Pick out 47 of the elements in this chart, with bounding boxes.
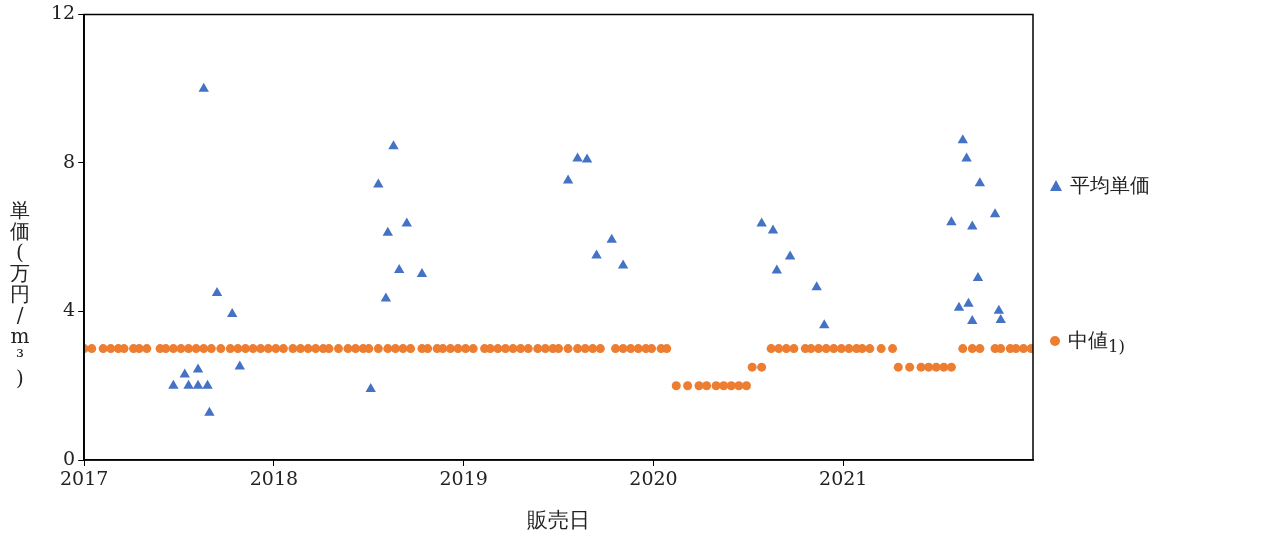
point xyxy=(198,82,209,92)
point xyxy=(771,264,783,274)
x-tick-label: 2021 xyxy=(819,467,868,490)
text: 単価(万円/m³) xyxy=(10,198,30,390)
point xyxy=(957,134,968,144)
y-tick-label: 4 xyxy=(63,298,76,321)
point xyxy=(995,314,1006,324)
point xyxy=(784,250,796,260)
x-tick-label: 2019 xyxy=(439,467,488,490)
point xyxy=(591,249,602,259)
point xyxy=(192,363,204,373)
point xyxy=(993,304,1005,314)
x-tick-label: 2020 xyxy=(629,467,678,490)
point xyxy=(819,319,830,329)
point xyxy=(192,379,204,389)
point xyxy=(606,233,617,243)
point xyxy=(989,208,1001,218)
point xyxy=(227,308,238,318)
point xyxy=(972,272,984,282)
point xyxy=(382,226,393,236)
legend-label: 中値$_{1)}$ xyxy=(1068,326,1126,356)
point xyxy=(953,301,965,311)
legend-label: 平均単価 xyxy=(1070,171,1150,199)
point xyxy=(617,259,629,269)
point xyxy=(179,368,190,378)
point xyxy=(974,177,986,187)
point xyxy=(946,216,957,226)
point xyxy=(562,174,574,184)
point xyxy=(204,406,215,416)
point xyxy=(581,153,593,163)
point xyxy=(388,140,399,150)
point xyxy=(168,379,179,389)
point xyxy=(211,286,223,296)
point xyxy=(183,379,194,389)
y-tick-label: 0 xyxy=(63,446,76,469)
point xyxy=(963,297,974,307)
y-tick-label: 8 xyxy=(63,149,76,172)
x-tick-label: 2018 xyxy=(249,467,299,490)
y-tick-label: 12 xyxy=(50,1,76,24)
point xyxy=(202,379,213,389)
point xyxy=(365,383,376,393)
x-tick-label: 2017 xyxy=(60,467,109,490)
point xyxy=(767,224,779,234)
x-axis-title: 販売日 xyxy=(527,507,591,532)
point xyxy=(967,315,978,325)
point xyxy=(416,267,428,277)
point xyxy=(393,263,405,273)
